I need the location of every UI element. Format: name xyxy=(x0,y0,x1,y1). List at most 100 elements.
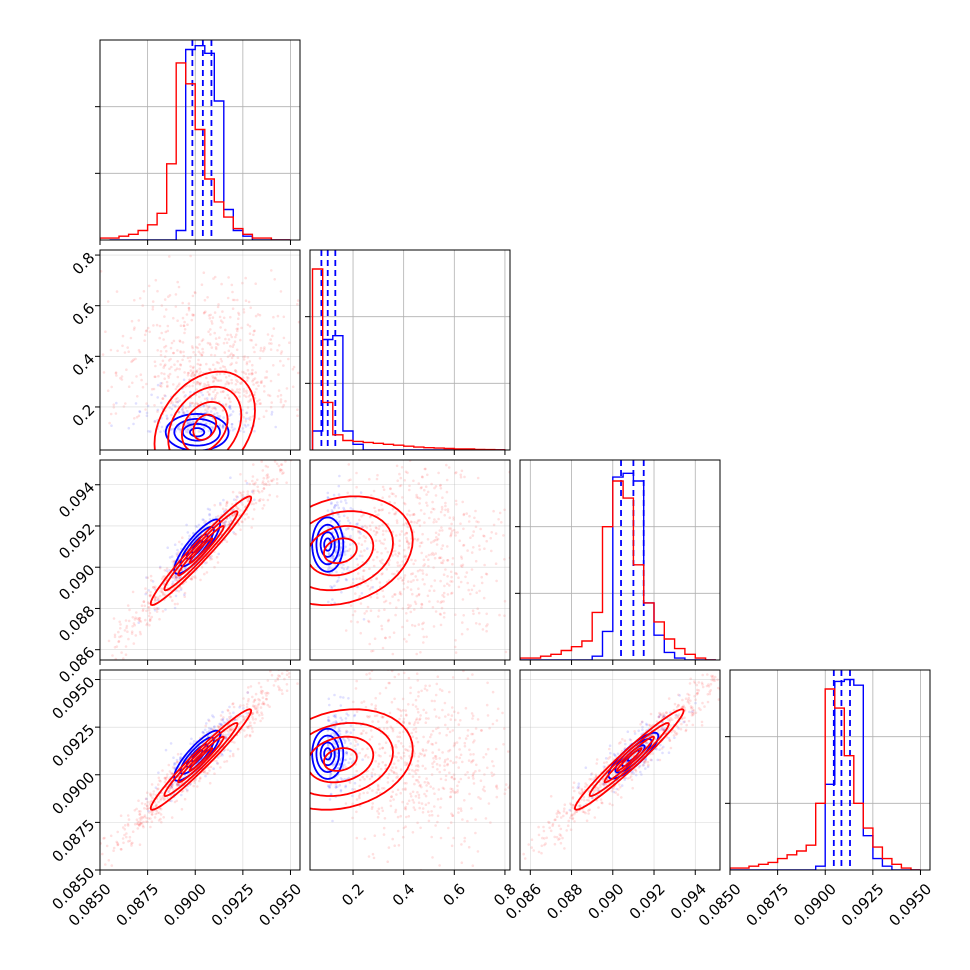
scatter-point xyxy=(349,724,353,727)
scatter-point xyxy=(245,411,248,415)
scatter-point xyxy=(183,411,186,415)
scatter-point xyxy=(449,663,452,666)
scatter-point xyxy=(145,816,148,820)
scatter-point xyxy=(296,299,300,302)
scatter-point xyxy=(379,767,383,771)
scatter-point xyxy=(677,703,680,707)
scatter-point xyxy=(239,491,243,495)
scatter-point xyxy=(179,428,182,431)
scatter-point xyxy=(485,539,489,543)
scatter-point xyxy=(131,830,135,833)
scatter-point xyxy=(96,841,99,844)
scatter-point xyxy=(229,728,232,732)
scatter-point xyxy=(329,585,332,588)
scatter-point xyxy=(248,325,252,328)
scatter-point xyxy=(417,765,420,768)
scatter-point xyxy=(141,609,145,613)
scatter-point xyxy=(728,662,731,665)
scatter-point xyxy=(236,327,240,331)
scatter-point xyxy=(587,799,591,802)
scatter-point xyxy=(419,541,423,545)
scatter-point xyxy=(502,743,505,746)
scatter-point xyxy=(142,600,146,603)
scatter-point xyxy=(164,330,168,334)
scatter-point xyxy=(429,785,433,788)
scatter-point xyxy=(441,708,444,712)
scatter-point xyxy=(121,837,125,840)
scatter-point xyxy=(164,593,167,597)
scatter-point xyxy=(416,519,420,522)
scatter-point xyxy=(174,293,178,296)
scatter-point xyxy=(417,781,421,784)
scatter-point xyxy=(355,710,359,714)
scatter-point xyxy=(443,611,446,615)
scatter-point xyxy=(256,313,260,316)
scatter-point xyxy=(450,714,454,717)
scatter-point xyxy=(516,753,519,756)
scatter-point xyxy=(315,345,318,348)
scatter-point xyxy=(457,585,461,589)
scatter-point xyxy=(247,724,251,727)
scatter-point xyxy=(447,826,450,830)
scatter-point xyxy=(250,727,254,730)
scatter-point xyxy=(126,630,129,633)
scatter-point xyxy=(464,737,468,740)
scatter-point xyxy=(402,754,406,758)
scatter-point xyxy=(201,518,204,521)
scatter-point xyxy=(399,592,403,596)
scatter-point xyxy=(404,748,407,751)
scatter-point xyxy=(133,417,136,420)
scatter-point xyxy=(228,414,231,417)
scatter-point xyxy=(216,411,219,415)
scatter-point xyxy=(288,672,291,675)
scatter-point xyxy=(228,712,232,715)
scatter-point xyxy=(345,751,349,755)
scatter-point xyxy=(159,382,163,385)
scatter-point xyxy=(233,532,236,535)
scatter-point xyxy=(255,706,259,709)
scatter-point xyxy=(189,783,192,786)
scatter-point xyxy=(216,343,220,346)
scatter-point xyxy=(407,542,411,545)
panel-p3-p1 xyxy=(95,459,301,665)
scatter-point xyxy=(186,409,189,413)
scatter-point xyxy=(440,547,443,550)
scatter-point xyxy=(470,568,474,571)
scatter-point xyxy=(542,829,546,833)
scatter-point xyxy=(420,551,424,555)
scatter-point xyxy=(388,635,392,639)
scatter-point xyxy=(103,836,106,840)
scatter-point xyxy=(247,686,250,689)
scatter-point xyxy=(363,837,367,841)
scatter-point xyxy=(177,783,181,787)
scatter-point xyxy=(450,522,453,526)
scatter-point xyxy=(159,590,162,593)
scatter-point xyxy=(422,635,426,639)
scatter-point xyxy=(708,690,711,694)
scatter-point xyxy=(142,825,145,829)
scatter-point xyxy=(421,807,425,810)
scatter-point xyxy=(109,834,113,838)
scatter-point xyxy=(687,719,691,723)
scatter-point xyxy=(451,562,454,566)
scatter-point xyxy=(427,810,430,813)
scatter-point xyxy=(359,550,363,553)
scatter-point xyxy=(431,507,435,511)
scatter-point xyxy=(234,369,237,372)
scatter-point xyxy=(732,652,735,655)
scatter-point xyxy=(168,367,171,371)
scatter-point xyxy=(403,807,407,810)
scatter-point xyxy=(154,595,157,599)
scatter-point xyxy=(267,393,270,397)
scatter-point xyxy=(355,740,358,743)
scatter-point xyxy=(369,729,373,732)
scatter-point xyxy=(331,510,334,513)
scatter-point xyxy=(431,751,435,754)
scatter-point xyxy=(334,760,338,764)
scatter-point xyxy=(724,692,727,695)
scatter-point xyxy=(355,522,358,526)
scatter-point xyxy=(414,730,418,734)
scatter-point xyxy=(175,576,178,579)
scatter-point xyxy=(423,780,427,784)
scatter-point xyxy=(408,721,411,725)
